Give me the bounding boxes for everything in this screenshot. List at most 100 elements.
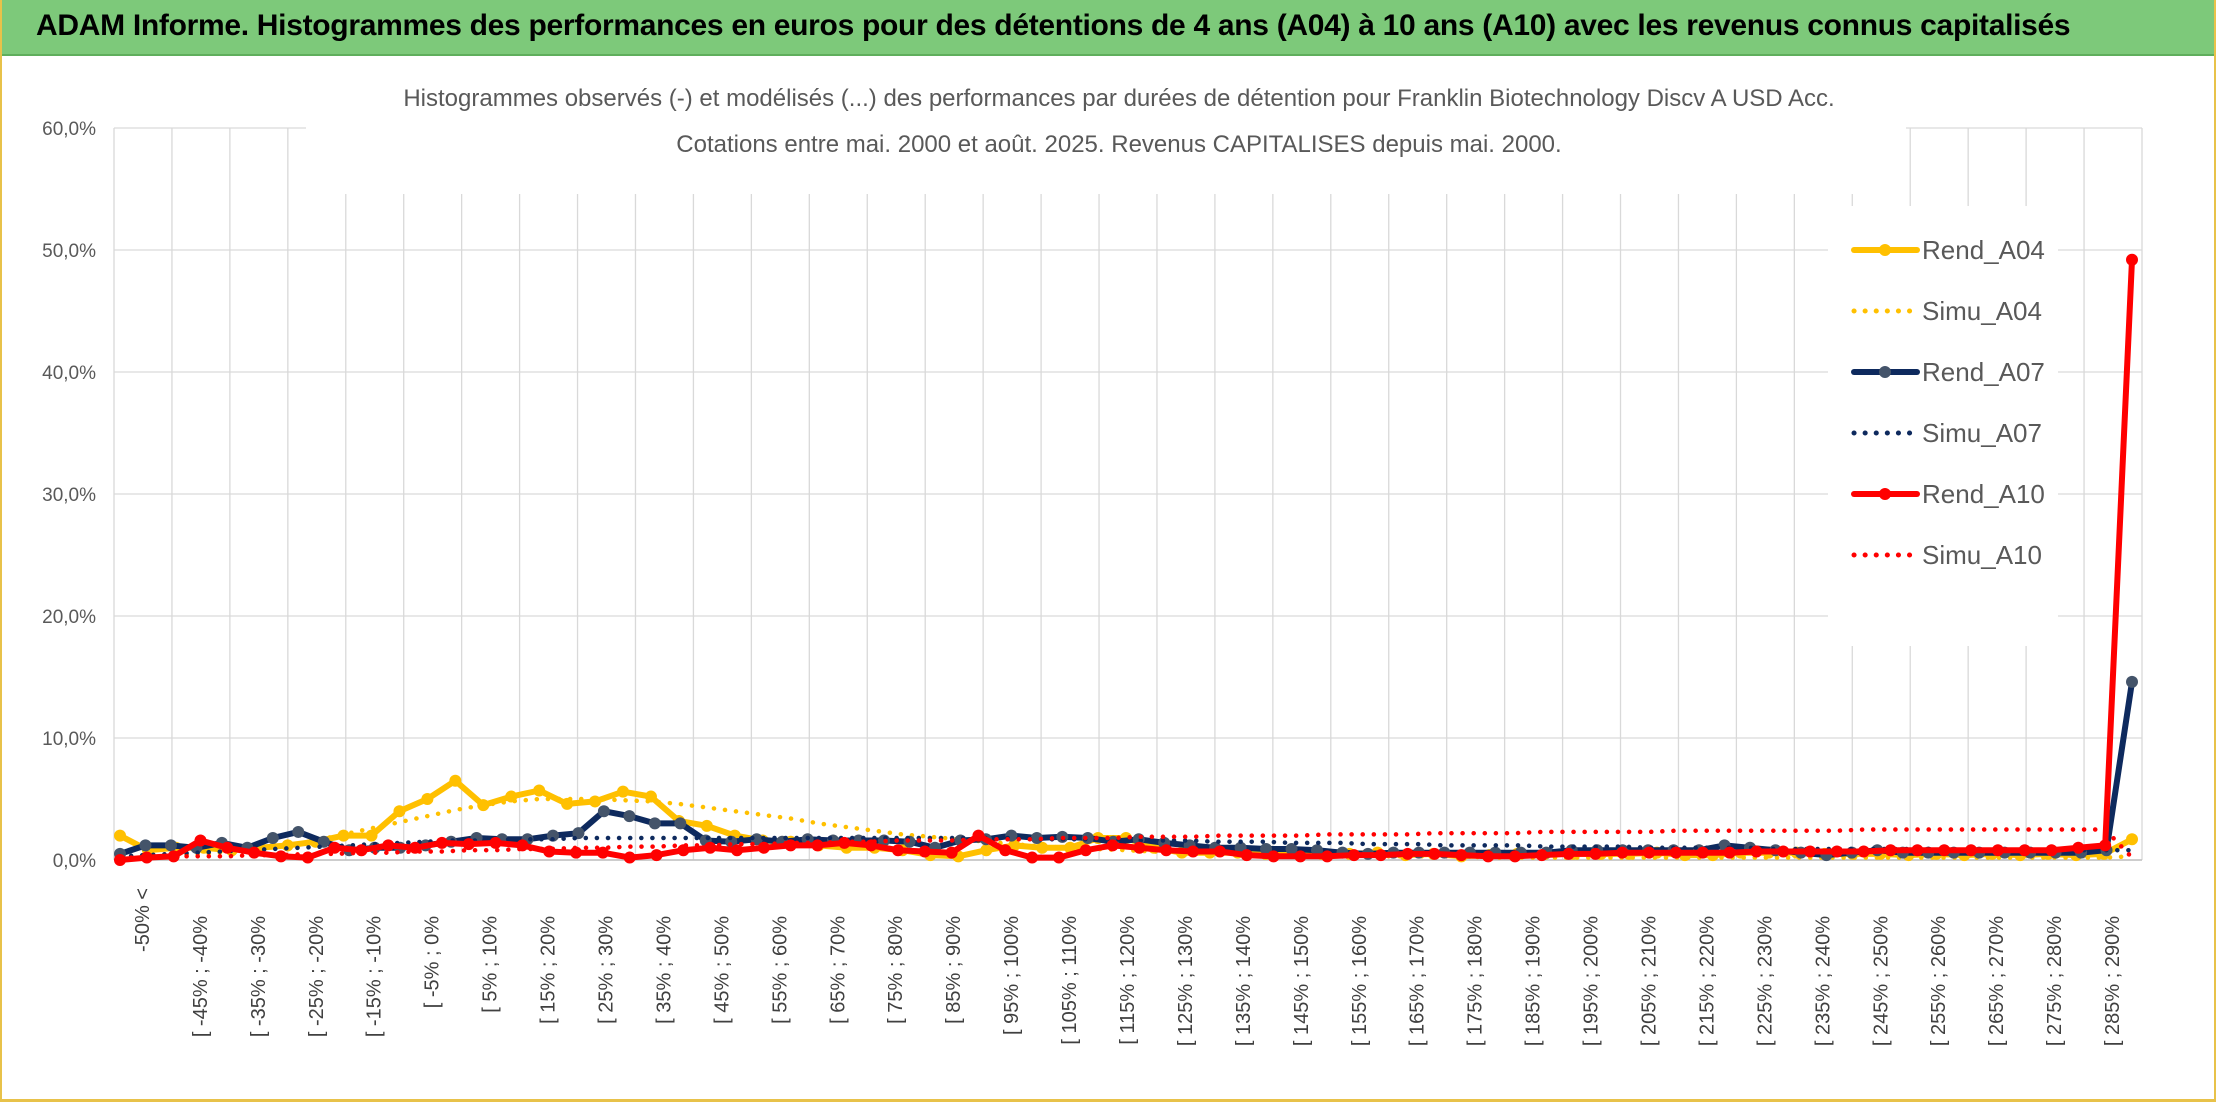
series-lines [114,253,2138,866]
data-point [731,844,744,857]
data-point [2018,844,2031,857]
data-point [1965,844,1978,857]
legend-entry: Rend_A10 [1922,479,2045,509]
histogram-chart: 0,0% 10,0% 20,0% 30,0% 40,0% 50,0% 60,0% -50% … [42,76,2143,1046]
x-tick-label: [ 185% ; 190% [1523,916,1545,1046]
x-tick-label: [ 265% ; 270% [1986,916,2008,1046]
data-point [1589,847,1602,860]
data-point [1830,845,1843,858]
data-point [674,817,687,830]
y-tick-label: 60,0% [42,119,96,140]
legend-marker [1879,244,1891,256]
x-tick-label: [ 25% ; 30% [596,916,618,1024]
data-point [1294,850,1307,863]
x-tick-label: [ -35% ; -30% [248,916,270,1037]
x-tick-label: [ 155% ; 160% [1349,916,1371,1046]
chart-title: Histogrammes observés (-) et modélisés (… [403,85,1834,112]
data-point [617,785,629,798]
data-point [382,839,395,852]
data-point [355,844,368,857]
data-point [1777,845,1790,858]
data-point [1482,850,1495,863]
x-tick-label: [ 255% ; 260% [1928,916,1950,1046]
legend-entry: Rend_A04 [1922,235,2045,265]
x-tick-label: -50% < [132,888,154,952]
data-point [421,793,434,805]
x-tick-label: [ 85% ; 90% [943,916,965,1024]
x-tick-label: [ 75% ; 80% [885,916,907,1024]
x-tick-label: [ -5% ; 0% [422,916,444,1008]
series-line-rend-a10 [117,256,2135,863]
data-point [1428,847,1441,860]
data-point [648,817,661,830]
legend-entry: Rend_A07 [1922,357,2045,387]
title-backdrop [306,76,1906,194]
data-point [1535,849,1548,862]
report-header: ADAM Informe. Histogrammes des performan… [2,0,2214,56]
data-point [945,846,958,859]
data-point [266,832,279,845]
x-tick-label: [ 235% ; 240% [1812,916,1834,1046]
data-point [194,834,207,847]
data-point [139,839,152,852]
data-point [623,851,636,864]
data-point [1213,845,1226,858]
data-point [533,784,546,797]
data-point [1562,847,1575,860]
data-point [1857,845,1870,858]
data-point [546,829,559,842]
y-tick-label: 40,0% [42,363,96,384]
x-tick-label: [ 5% ; 10% [480,916,502,1013]
x-tick-label: [ 225% ; 230% [1754,916,1776,1046]
data-point [1696,846,1709,859]
data-point [589,795,602,808]
data-point [1311,844,1324,857]
data-point [1911,844,1924,857]
x-tick-label: [ 275% ; 280% [2044,916,2066,1046]
data-point [393,805,406,818]
x-tick-label: [ 105% ; 110% [1059,916,1081,1045]
legend-entry: Simu_A04 [1922,296,2042,326]
y-tick-label: 20,0% [42,607,96,628]
data-point [2072,841,2085,854]
data-point [2126,253,2138,266]
data-point [2126,675,2138,688]
data-point [757,841,770,854]
data-point [114,854,126,866]
x-tick-label: [ -15% ; -10% [364,916,386,1037]
legend-entry: Simu_A07 [1922,418,2042,448]
data-point [1079,844,1092,857]
legend-marker [1879,488,1891,500]
data-point [337,829,350,842]
data-point [1938,844,1951,857]
data-point [274,850,287,863]
data-point [114,829,126,842]
data-point [221,841,234,854]
x-tick-label: [ 45% ; 50% [711,916,733,1024]
data-point [570,846,583,859]
data-point [449,774,462,787]
x-tick-label: [ 145% ; 150% [1291,916,1313,1046]
data-point [1750,845,1763,858]
data-point [2045,844,2058,857]
data-point [1723,846,1736,859]
data-point [700,819,713,832]
x-tick-label: [ 285% ; 290% [2102,916,2124,1046]
data-point [980,844,993,857]
y-tick-label: 10,0% [42,729,96,750]
data-point [891,844,904,857]
data-point [704,841,717,854]
x-tick-label: [ 135% ; 140% [1233,916,1255,1046]
x-tick-label: [ 245% ; 250% [1870,916,1892,1046]
data-point [1374,849,1387,862]
y-tick-label: 0,0% [53,851,96,872]
legend: Rend_A04 Simu_A04 Rend_A07 Simu_A07 Rend_A10… [1828,206,2058,646]
data-point [164,839,177,852]
x-tick-label: [ 115% ; 120% [1117,916,1139,1045]
x-tick-label: [ 205% ; 210% [1638,916,1660,1046]
data-point [1348,849,1361,862]
x-tick-label: [ 95% ; 100% [1001,916,1023,1035]
x-tick-label: [ 175% ; 180% [1465,916,1487,1046]
data-point [2126,833,2138,846]
data-point [650,849,663,862]
